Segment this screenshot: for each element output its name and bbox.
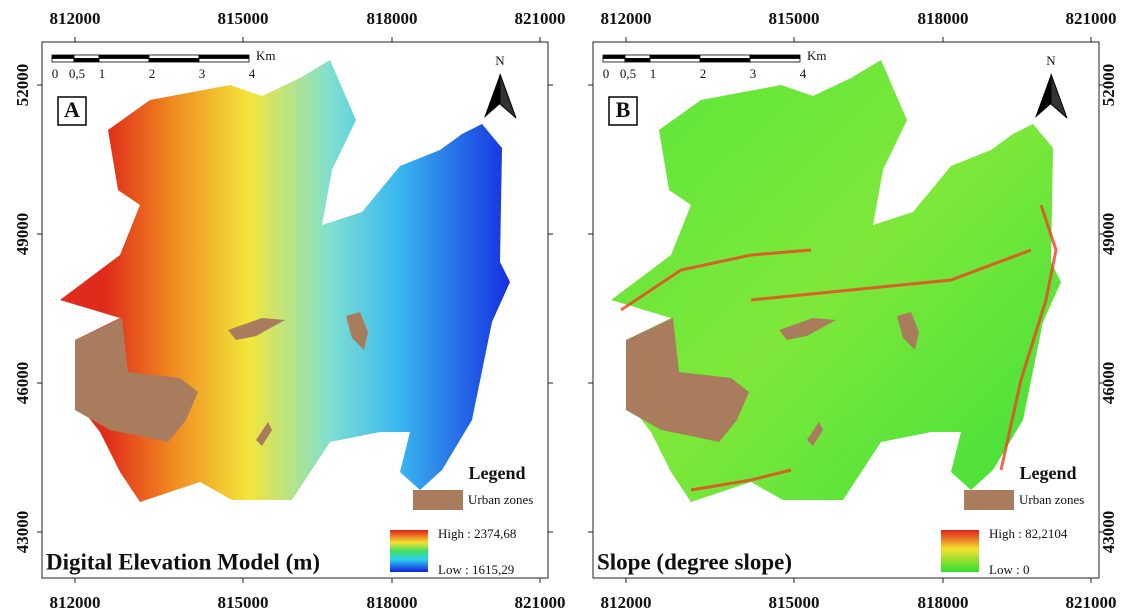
scale-bar-label: 3	[199, 66, 206, 81]
scale-bar-segment	[199, 59, 249, 63]
scale-unit: Km	[807, 48, 827, 63]
scale-bar-segment	[52, 55, 74, 59]
scale-bar-label: 0,5	[69, 66, 85, 81]
legend-swatch	[964, 490, 1014, 510]
map-panel: 812000 812000 815000 815000 818000 818000 8210…	[588, 9, 1118, 612]
map-caption: Slope (degree slope)	[597, 549, 792, 574]
map-panel: 812000 812000 815000 815000 818000 818000 8210…	[13, 9, 566, 612]
scale-bar-segment	[603, 55, 625, 59]
scale-bar-segment	[650, 59, 700, 63]
page: DEM and slope maps body { margin: 0; wid…	[0, 0, 1128, 616]
x-coordinate-label: 821000	[1066, 9, 1117, 28]
scale-bar-label: 2	[700, 66, 707, 81]
scale-bar-label: 1	[99, 66, 106, 81]
legend-item: Urban zones	[468, 492, 533, 507]
scale-bar-label: 4	[800, 66, 807, 81]
legend-title: Legend	[468, 463, 525, 483]
scale-bar-label: 0	[603, 66, 610, 81]
scale-bar-label: 2	[149, 66, 156, 81]
x-coordinate-label: 818000	[367, 9, 418, 28]
x-coordinate-label: 821000	[515, 9, 566, 28]
scale-bar-segment	[625, 59, 650, 63]
x-coordinate-label: 812000	[50, 593, 101, 612]
x-coordinate-label: 818000	[918, 593, 969, 612]
x-coordinate-label: 815000	[218, 9, 269, 28]
x-coordinate-label: 812000	[601, 593, 652, 612]
scale-bar-segment	[199, 55, 249, 59]
scale-bar-label: 4	[249, 66, 256, 81]
north-label: N	[495, 53, 505, 68]
y-coordinate-label: 49000	[13, 213, 32, 256]
scale-bar-segment	[700, 55, 750, 59]
scale-bar-label: 0,5	[620, 66, 636, 81]
legend-low: Low : 0	[989, 562, 1029, 577]
x-coordinate-label: 821000	[1066, 593, 1117, 612]
scale-bar-segment	[750, 59, 800, 63]
scale-bar-segment	[700, 59, 750, 63]
legend-item: Urban zones	[1019, 492, 1084, 507]
x-coordinate-label: 818000	[918, 9, 969, 28]
x-coordinate-label: 815000	[769, 9, 820, 28]
legend-swatch	[413, 490, 463, 510]
scale-bar-segment	[99, 55, 149, 59]
scale-bar-label: 1	[650, 66, 657, 81]
scale-bar-segment	[625, 55, 650, 59]
scale-bar-segment	[74, 59, 99, 63]
figure: 812000 812000 815000 815000 818000 818000 8210…	[0, 0, 1128, 616]
x-coordinate-label: 821000	[515, 593, 566, 612]
scale-bar-label: 0	[52, 66, 59, 81]
map-caption: Digital Elevation Model (m)	[46, 549, 320, 574]
scale-bar-segment	[74, 55, 99, 59]
legend-high: High : 82,2104	[989, 526, 1068, 541]
x-coordinate-label: 812000	[50, 9, 101, 28]
legend-low: Low : 1615,29	[438, 562, 514, 577]
scale-bar-segment	[99, 59, 149, 63]
scale-bar-label: 3	[750, 66, 757, 81]
y-coordinate-label: 46000	[13, 362, 32, 405]
y-coordinate-label: 43000	[13, 511, 32, 554]
y-coordinate-label: 52000	[13, 64, 32, 107]
scale-bar-segment	[650, 55, 700, 59]
scale-bar-segment	[149, 55, 199, 59]
legend-ramp	[941, 530, 979, 572]
scale-bar-segment	[149, 59, 199, 63]
panel-label: B	[616, 97, 631, 122]
scale-bar-segment	[750, 55, 800, 59]
x-coordinate-label: 812000	[601, 9, 652, 28]
x-coordinate-label: 815000	[769, 593, 820, 612]
panel-label: A	[64, 97, 80, 122]
north-label: N	[1046, 53, 1056, 68]
x-coordinate-label: 818000	[367, 593, 418, 612]
scale-bar-segment	[603, 59, 625, 63]
scale-unit: Km	[256, 48, 276, 63]
scale-bar-segment	[52, 59, 74, 63]
legend-ramp	[390, 530, 428, 572]
x-coordinate-label: 815000	[218, 593, 269, 612]
legend-high: High : 2374,68	[438, 526, 516, 541]
legend-title: Legend	[1019, 463, 1076, 483]
body: {"panels": [ {"label": "A", "x_ticks": […	[0, 0, 1128, 616]
